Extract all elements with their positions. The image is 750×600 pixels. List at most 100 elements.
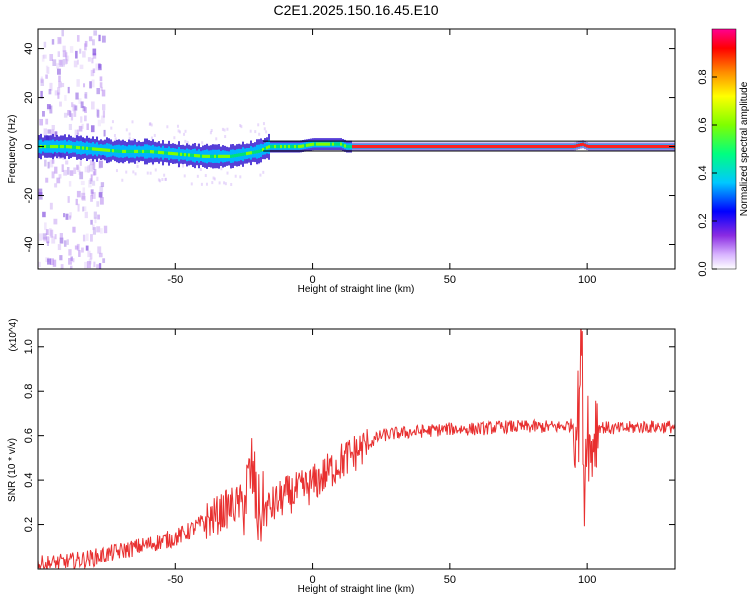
spectrogram-noise-cell — [78, 125, 83, 132]
spectrogram-band-core — [290, 144, 292, 149]
spectrogram-band-core — [614, 144, 616, 149]
spectrogram-noise-cell — [128, 136, 131, 140]
spectrogram-band-core — [506, 144, 508, 149]
spectrogram-noise-cell — [125, 128, 128, 132]
colorbar-ticks: 0.0 0.2 0.4 0.6 0.8 — [697, 69, 717, 277]
spectrogram-band-core — [472, 144, 474, 149]
spectrogram-band-core — [124, 149, 126, 154]
spectrogram-noise-cell — [47, 161, 50, 169]
spectrogram-band-core — [144, 149, 146, 154]
spectrogram-noise-cell — [45, 118, 49, 125]
colorbar-tick-label: 0.4 — [697, 165, 709, 180]
spectrogram-noise-cell — [91, 57, 94, 64]
spectrogram-noise-cell — [97, 214, 100, 220]
spectrogram-band-core — [484, 144, 486, 149]
spectrogram-noise-cell — [90, 190, 93, 197]
spectrogram-band-core — [474, 144, 476, 149]
spectrogram-noise-cell — [75, 198, 78, 206]
spectrogram-noise-cell — [79, 171, 84, 180]
spectrogram-noise-cell — [76, 79, 80, 87]
spectrogram-noise-cell — [76, 129, 80, 135]
spectrogram-band-core — [390, 144, 392, 149]
spectrogram-noise-cell — [90, 189, 94, 194]
spectrogram-band-core — [516, 144, 518, 149]
spectrogram-band-core — [568, 144, 570, 149]
spectrogram-band-core — [612, 144, 614, 149]
spectrogram-band-core — [248, 151, 250, 155]
spectrogram-band-core — [284, 144, 286, 149]
spectrogram-band-core — [348, 144, 350, 149]
spectrogram-band-core — [638, 144, 640, 149]
spectrogram-band-core — [200, 154, 202, 158]
spectrogram-band-core — [134, 149, 136, 154]
spectrogram-noise-cell — [83, 83, 86, 88]
spectrogram-noise-cell — [70, 265, 73, 269]
spectrogram-band-core — [618, 144, 620, 149]
spectrogram-noise-cell — [48, 228, 52, 236]
spectrogram-noise-cell — [92, 39, 95, 46]
spectrogram-noise-cell — [200, 182, 203, 186]
spectrogram-band-core — [588, 144, 590, 149]
spectrogram-noise-cell — [53, 218, 58, 225]
spectrogram-noise-cell — [161, 177, 164, 181]
spectrogram-noise-cell — [78, 250, 81, 257]
spectrogram-noise-cell — [92, 48, 97, 56]
spectrogram-band-core — [288, 144, 290, 149]
spectrogram-noise-cell — [79, 161, 82, 166]
spectrogram-noise-cell — [92, 53, 97, 59]
spectrogram-noise-cell — [114, 137, 117, 141]
spectrogram-band-core — [98, 147, 100, 152]
spectrogram-band-core — [326, 142, 328, 146]
spectrogram-noise-cell — [186, 140, 189, 144]
spectrogram-band-core — [570, 144, 572, 149]
spectrogram-band-core — [212, 154, 214, 158]
spectrogram-noise-cell — [65, 59, 68, 64]
spectrogram-band-core — [372, 144, 374, 149]
spectrogram-noise-cell — [96, 226, 101, 233]
spectrogram-noise-cell — [43, 236, 47, 242]
spectrogram-noise-cell — [84, 261, 88, 269]
spectrogram-noise-cell — [257, 123, 260, 127]
spectrogram-noise-cell — [136, 139, 139, 143]
spectrogram-noise-cell — [196, 143, 199, 147]
spectrogram-noise-cell — [183, 174, 186, 178]
spectrogram-band-core — [452, 144, 454, 149]
spectrogram-band-core — [636, 144, 638, 149]
spectrogram-noise-cell — [153, 133, 156, 137]
spectrogram-noise-cell — [65, 55, 70, 62]
spectrogram-band-core — [164, 151, 166, 155]
spectrogram-band-core — [44, 144, 46, 149]
spectrogram-band-core — [448, 144, 450, 149]
spectrogram-band-core — [266, 146, 268, 150]
spectrogram-band-core — [280, 144, 282, 149]
spectrogram-band-core — [198, 154, 200, 158]
spectrogram-band-core — [114, 149, 116, 153]
spectrogram-band-core — [592, 144, 594, 149]
spectrogram-band-core — [642, 144, 644, 149]
spectrogram-noise-cell — [150, 136, 153, 140]
spectrogram-band-core — [502, 144, 504, 149]
spectrogram-noise-cell — [44, 159, 47, 167]
spectrogram-band-core — [522, 144, 524, 149]
spectrogram-noise-cell — [73, 60, 78, 68]
spectrogram-band-core — [418, 144, 420, 149]
spectrogram-band-core — [78, 146, 80, 150]
spectrogram-band-core — [554, 144, 556, 149]
spectrogram-band-core — [64, 144, 66, 149]
spectrogram-noise-cell — [44, 222, 47, 230]
spectrogram-band-core — [330, 142, 332, 146]
spectrogram-noise-cell — [52, 259, 57, 267]
spectrogram-band-core — [362, 144, 364, 149]
spectrogram-band-core — [304, 144, 306, 148]
spectrogram-band-core — [460, 144, 462, 149]
spectrogram-noise-cell — [42, 54, 47, 59]
spectrogram-x-axis-label: Height of straight line (km) — [298, 284, 415, 295]
spectrogram-noise-cell — [94, 217, 97, 224]
spectrogram-noise-cell — [196, 174, 199, 178]
spectrogram-noise-cell — [121, 178, 124, 182]
spectrogram-noise-cell — [213, 177, 216, 181]
spectrogram-band-core — [558, 144, 560, 149]
spectrogram-band-core — [388, 144, 390, 149]
spectrogram-band-core — [406, 144, 408, 149]
spectrogram-noise-cell — [49, 54, 54, 61]
